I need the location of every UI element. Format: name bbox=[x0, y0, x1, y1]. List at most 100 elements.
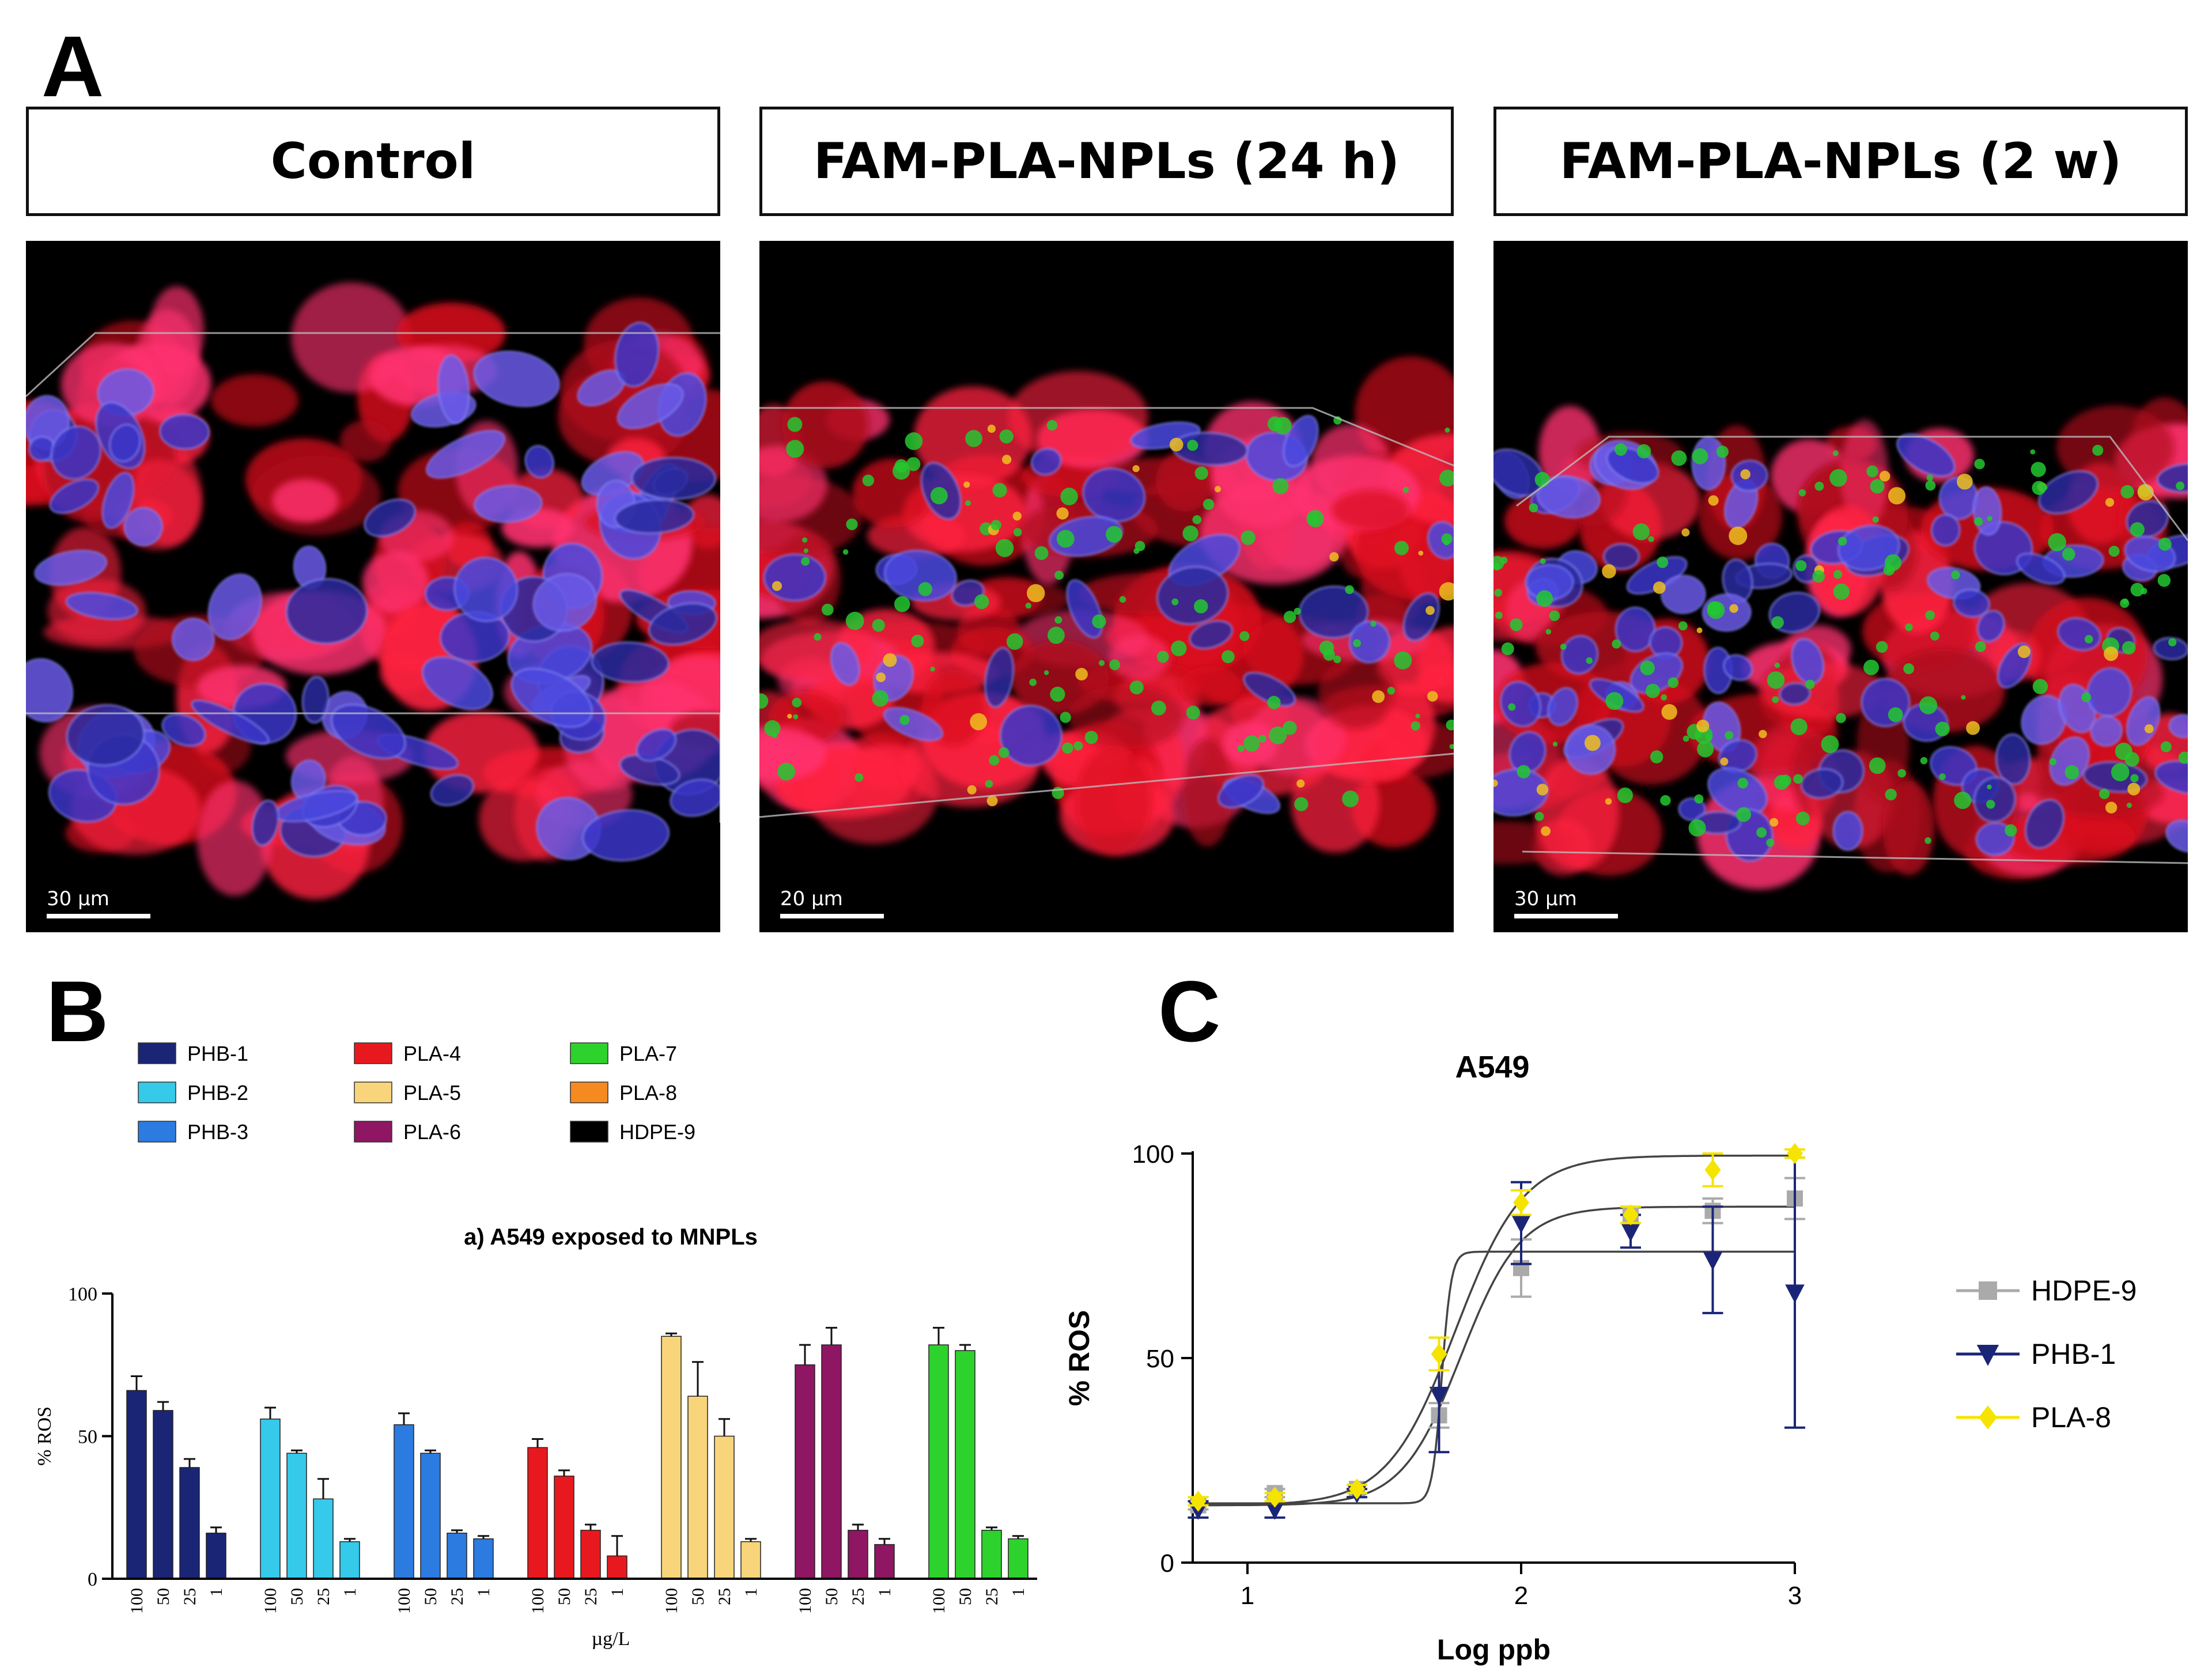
particle bbox=[967, 785, 977, 795]
particle bbox=[2158, 538, 2172, 551]
nucleus bbox=[1837, 524, 1900, 571]
particle bbox=[1667, 677, 1679, 689]
particle bbox=[2105, 498, 2115, 507]
particle bbox=[1919, 696, 1938, 714]
particle bbox=[1888, 487, 1906, 505]
particle bbox=[2032, 481, 2046, 496]
particle bbox=[1869, 757, 1886, 774]
x-tick-label: 100 bbox=[395, 1588, 414, 1614]
particle bbox=[990, 520, 1001, 531]
particle bbox=[1272, 478, 1289, 494]
particle bbox=[842, 549, 849, 555]
particle bbox=[2017, 645, 2030, 659]
nucleus bbox=[614, 322, 660, 388]
tissue-blob bbox=[1179, 666, 1242, 706]
particle bbox=[1935, 721, 1950, 736]
legend-swatch bbox=[354, 1081, 392, 1103]
panel-label-a: A bbox=[41, 18, 104, 115]
particle bbox=[1795, 560, 1807, 572]
nucleus bbox=[430, 774, 474, 806]
particle bbox=[792, 698, 802, 708]
particle bbox=[1056, 530, 1075, 548]
bar bbox=[580, 1530, 601, 1579]
particle bbox=[854, 773, 864, 782]
tissue-blob bbox=[759, 727, 827, 781]
x-tick-label: 100 bbox=[127, 1588, 146, 1614]
y-axis-label: % ROS bbox=[1063, 1310, 1095, 1406]
tissue-blob bbox=[1840, 419, 1889, 530]
particle bbox=[1602, 564, 1616, 578]
particle bbox=[1646, 683, 1660, 698]
particle bbox=[1372, 690, 1385, 704]
particle bbox=[1986, 800, 1995, 809]
particle bbox=[1048, 626, 1065, 644]
scalebar-control-bar bbox=[47, 914, 150, 918]
particle bbox=[2081, 692, 2092, 702]
particle bbox=[1307, 513, 1319, 525]
particle bbox=[1640, 660, 1655, 675]
nucleus bbox=[1953, 588, 1990, 618]
bar bbox=[394, 1424, 414, 1579]
particle bbox=[1545, 629, 1552, 635]
particle bbox=[1737, 777, 1748, 789]
panel-label-c: C bbox=[1158, 963, 1221, 1060]
data-point bbox=[1266, 1487, 1283, 1508]
particle bbox=[1006, 633, 1023, 650]
nucleus bbox=[532, 573, 597, 632]
nucleus bbox=[422, 656, 493, 710]
particle bbox=[1449, 744, 1454, 750]
particle bbox=[1106, 525, 1122, 543]
particle bbox=[1402, 486, 1409, 493]
particle bbox=[1156, 651, 1169, 663]
x-tick-label: 1 bbox=[1009, 1588, 1028, 1597]
particle bbox=[1653, 581, 1666, 594]
nucleus bbox=[984, 646, 1015, 708]
particle bbox=[2144, 724, 2154, 733]
frame-top bbox=[759, 407, 1454, 467]
particle bbox=[987, 425, 996, 433]
nucleus bbox=[1547, 687, 1578, 726]
nucleus bbox=[1779, 682, 1811, 706]
nucleus bbox=[1977, 610, 2005, 642]
particle bbox=[1759, 729, 1767, 739]
x-tick-label: 1 bbox=[608, 1588, 627, 1597]
particle bbox=[759, 693, 769, 709]
particle bbox=[2141, 588, 2147, 595]
particle bbox=[1897, 769, 1907, 778]
frame-top bbox=[26, 332, 720, 398]
header-2w: FAM-PLA-NPLs (2 w) bbox=[1493, 107, 2188, 216]
particle bbox=[1612, 639, 1621, 649]
data-point bbox=[1429, 1386, 1449, 1406]
particle bbox=[1411, 721, 1420, 731]
y-tick-label: 0 bbox=[88, 1569, 97, 1590]
particle bbox=[1133, 548, 1140, 554]
particle bbox=[803, 548, 808, 553]
particle bbox=[1283, 720, 1297, 735]
particle bbox=[1203, 498, 1215, 510]
particle bbox=[1329, 552, 1339, 562]
particle bbox=[1837, 536, 1847, 546]
particle bbox=[1924, 837, 1931, 844]
particle bbox=[1333, 655, 1341, 664]
fit-curve bbox=[1193, 1154, 1795, 1507]
legend-swatch bbox=[138, 1121, 176, 1143]
x-tick-label: 1 bbox=[742, 1588, 761, 1597]
particle bbox=[1805, 679, 1815, 689]
particle bbox=[1541, 826, 1551, 836]
bar bbox=[740, 1541, 761, 1579]
legend-swatch bbox=[570, 1042, 608, 1064]
particle bbox=[1879, 471, 1890, 482]
particle bbox=[845, 611, 864, 630]
panel-label-b: B bbox=[46, 963, 109, 1060]
x-tick-label: 25 bbox=[581, 1588, 600, 1605]
tissue-blob bbox=[1077, 745, 1151, 854]
y-tick-label: 50 bbox=[78, 1427, 97, 1448]
nucleus bbox=[883, 707, 943, 742]
particle bbox=[1493, 555, 1504, 570]
x-axis-label: Log ppb bbox=[1437, 1633, 1551, 1666]
nucleus bbox=[251, 800, 279, 846]
particle bbox=[1925, 480, 1936, 491]
x-tick-label: 100 bbox=[261, 1588, 280, 1614]
particle bbox=[1029, 678, 1037, 686]
nucleus bbox=[617, 383, 684, 429]
